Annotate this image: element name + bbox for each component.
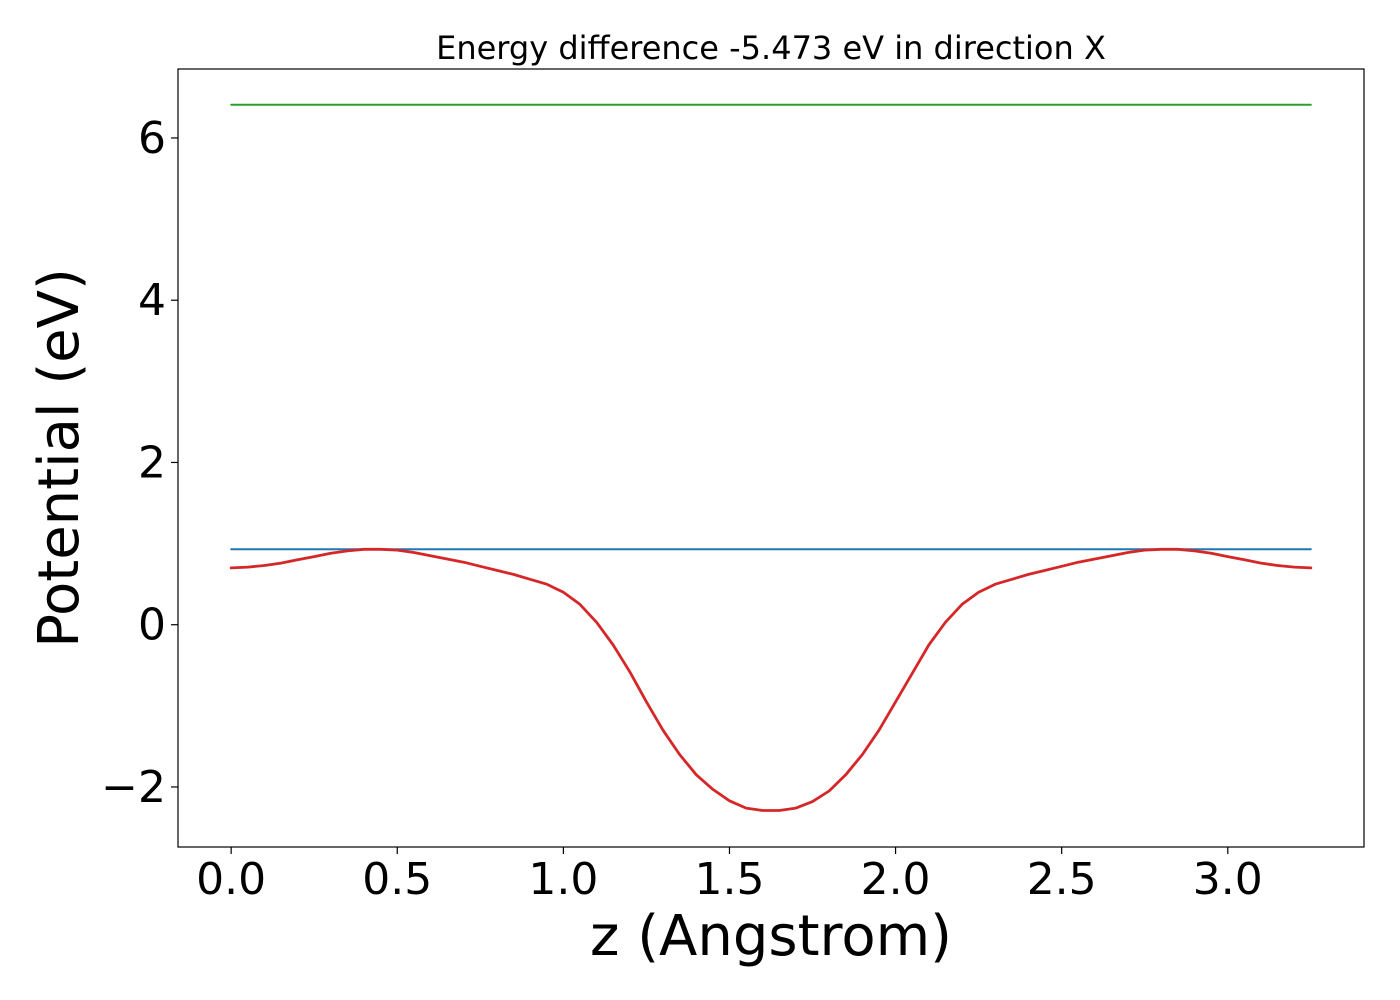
x-tick-label: 1.0 [528,854,598,905]
x-tick-label: 2.0 [861,854,931,905]
y-tick-label: 2 [138,437,166,488]
x-tick-label: 0.5 [362,854,432,905]
x-tick-label: 1.5 [694,854,764,905]
y-tick-label: 6 [138,113,166,164]
chart-title: Energy difference -5.473 eV in direction… [436,29,1106,67]
series-line-2 [229,547,1313,812]
x-tick-label: 3.0 [1193,854,1263,905]
y-axis-ticks: −2 0 2 4 6 [101,113,178,813]
x-tick-label: 2.5 [1027,854,1097,905]
plot-frame [177,68,1365,848]
y-axis-title: Potential (eV) [27,268,92,648]
plot-area [229,103,1313,812]
x-tick-label: 0.0 [196,854,266,905]
x-axis-title: z (Angstrom) [590,904,952,969]
x-axis-ticks: 0.0 0.5 1.0 1.5 2.0 2.5 3.0 [196,847,1263,905]
y-tick-label: −2 [101,762,166,813]
y-tick-label: 0 [138,600,166,651]
y-tick-label: 4 [138,275,166,326]
